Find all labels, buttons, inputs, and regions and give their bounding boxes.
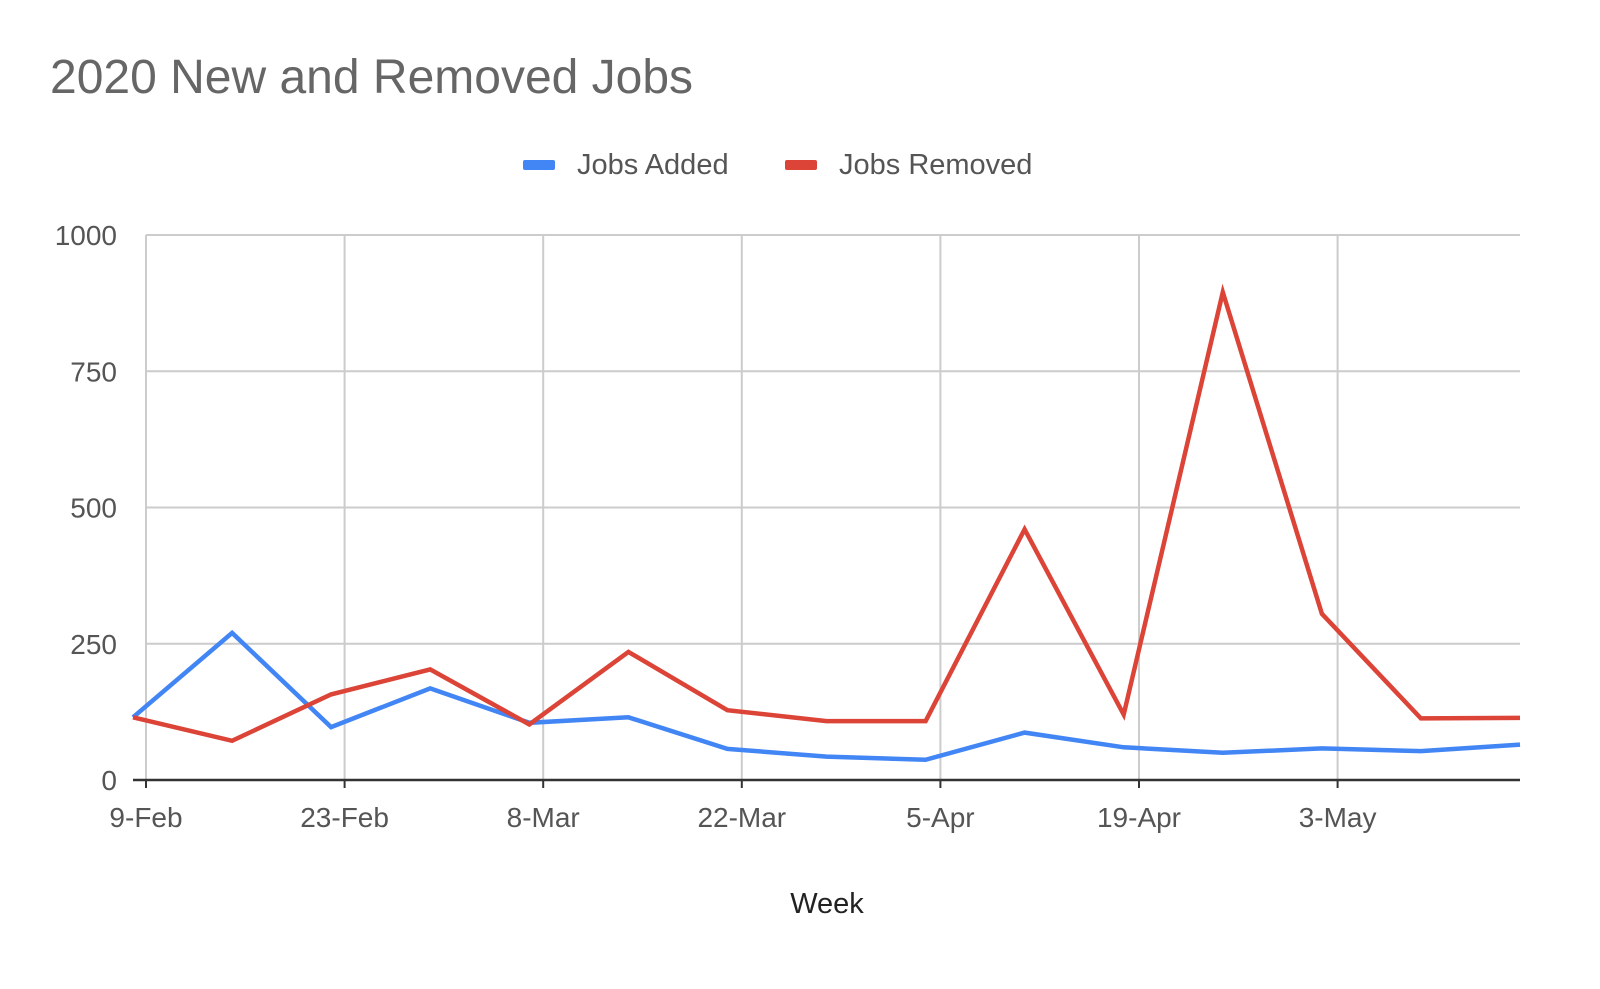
legend-label-jobs-removed: Jobs Removed	[839, 148, 1033, 181]
x-tick-label: 22-Mar	[697, 802, 786, 833]
series-line-jobs-added	[131, 629, 1521, 763]
y-tick-label: 1000	[55, 220, 117, 251]
series-line-jobs-removed	[132, 283, 1521, 744]
x-tick-label: 23-Feb	[300, 802, 389, 833]
x-tick-label: 9-Feb	[109, 802, 182, 833]
x-axis-title: Week	[790, 888, 864, 920]
axis-layer: 0 250 500 750 1000 9-Feb 23-Feb 8-Mar 22-Mar 5-Ap…	[55, 220, 1520, 920]
legend-swatch-jobs-added	[523, 160, 555, 170]
legend-item-jobs-removed[interactable]: Jobs Removed	[785, 143, 1032, 187]
y-tick-label: 0	[101, 765, 117, 796]
x-tick-label: 5-Apr	[906, 802, 974, 833]
y-tick-label: 750	[70, 356, 117, 387]
legend-swatch-jobs-removed	[785, 160, 817, 170]
y-tick-label: 250	[70, 629, 117, 660]
chart-title: 2020 New and Removed Jobs	[50, 51, 694, 104]
legend: Jobs Added Jobs Removed	[0, 143, 1600, 187]
grid-layer	[145, 234, 1520, 780]
legend-label-jobs-added: Jobs Added	[577, 148, 729, 181]
x-tick-label: 3-May	[1299, 802, 1377, 833]
x-tick-label: 8-Mar	[507, 802, 580, 833]
series-layer	[131, 283, 1521, 763]
legend-item-jobs-added[interactable]: Jobs Added	[523, 143, 729, 187]
x-tick-label: 19-Apr	[1097, 802, 1181, 833]
y-tick-label: 500	[70, 493, 117, 524]
